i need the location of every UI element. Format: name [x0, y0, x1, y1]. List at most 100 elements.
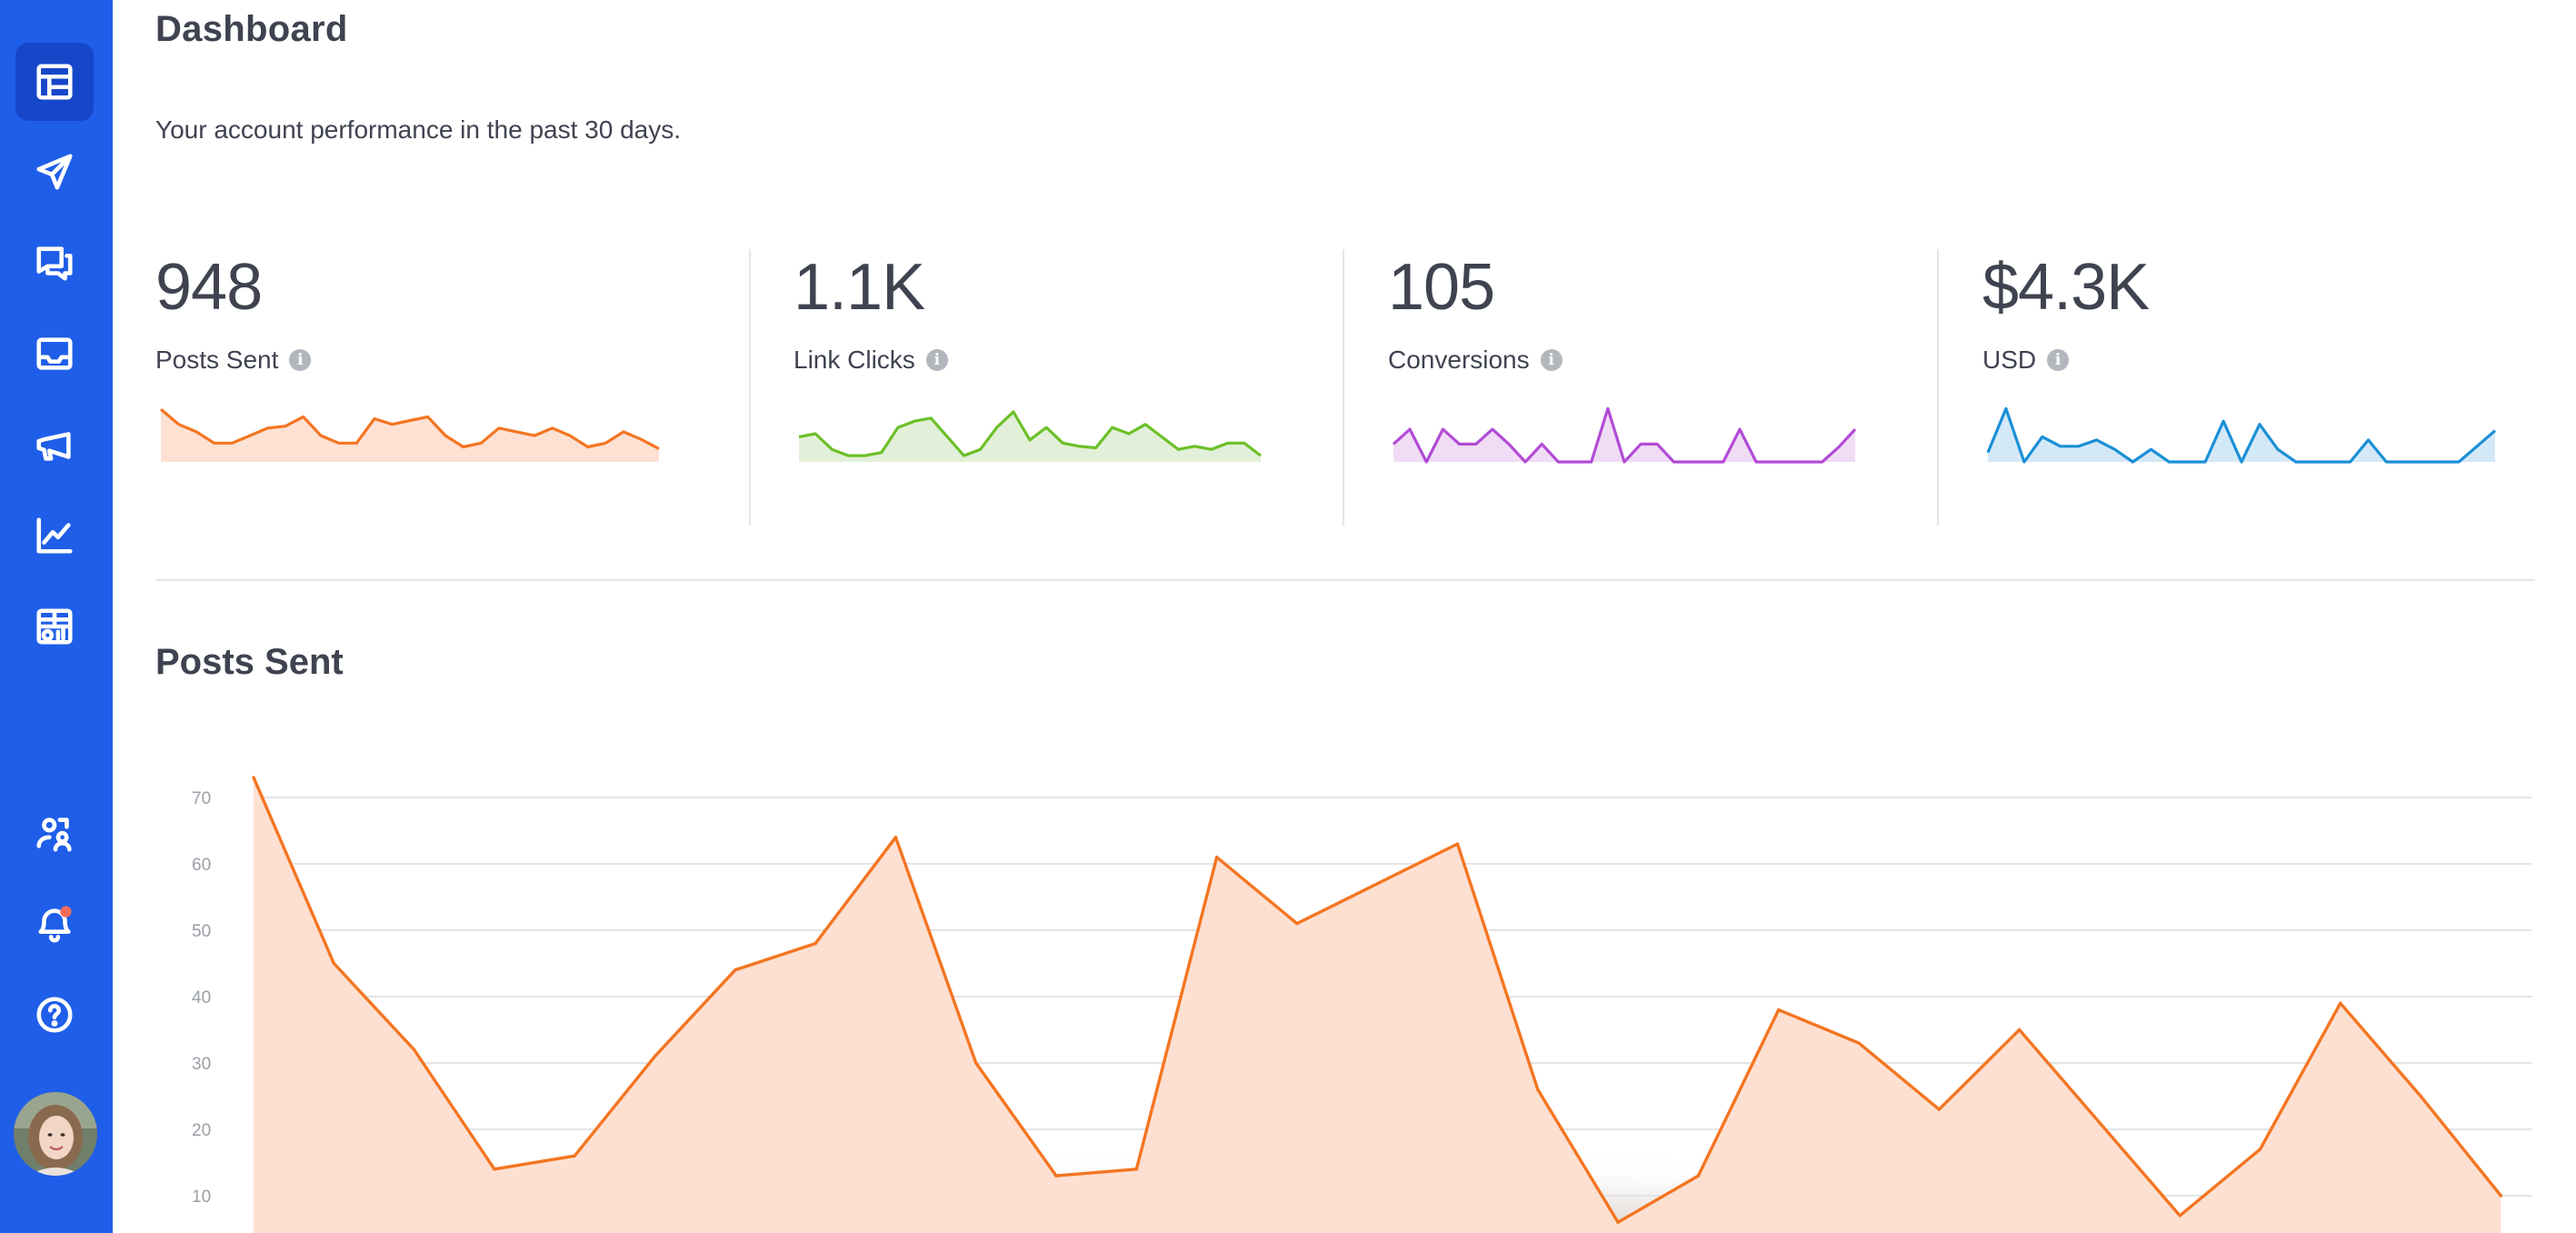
data-point[interactable]	[332, 961, 335, 966]
nav-dashboard[interactable]	[15, 43, 94, 121]
data-point[interactable]	[2178, 1214, 2182, 1218]
stat-card-usd: $4.3K USD i	[1982, 255, 2546, 527]
data-point[interactable]	[653, 1055, 657, 1058]
y-tick-label: 10	[192, 1188, 211, 1207]
stat-label: Conversions	[1388, 346, 1530, 374]
data-point[interactable]	[573, 1154, 576, 1158]
send-icon	[36, 154, 73, 190]
sparkline-posts-sent	[159, 407, 660, 462]
sidebar	[0, 0, 113, 1233]
divider	[1937, 249, 1939, 526]
data-point[interactable]	[974, 1061, 978, 1065]
page-title: Dashboard	[155, 9, 348, 49]
sparkline-usd	[1986, 406, 2497, 464]
nav-notifications[interactable]	[15, 886, 94, 964]
help-icon	[36, 997, 73, 1033]
sparkline-link-clicks	[798, 410, 1262, 462]
y-tick-label: 60	[192, 856, 211, 875]
sparkline-area	[1988, 408, 2495, 462]
data-point[interactable]	[1295, 922, 1299, 926]
stat-card-link-clicks: 1.1K Link Clicks i	[794, 255, 1357, 527]
data-point[interactable]	[2017, 1028, 2022, 1032]
sparkline-line	[1986, 406, 2497, 464]
data-point[interactable]	[2339, 1001, 2342, 1005]
trend-chart-icon	[36, 517, 73, 554]
sparkline-area	[1393, 408, 1855, 462]
stat-label: USD	[1982, 346, 2037, 374]
layout-icon	[36, 64, 73, 100]
y-tick-label: 50	[192, 922, 211, 941]
data-point[interactable]	[2098, 1121, 2102, 1125]
sparkline-line	[1392, 406, 1857, 464]
nav-messages[interactable]	[15, 224, 94, 302]
sparkline-conversions	[1392, 406, 1857, 464]
y-tick-label: 30	[192, 1055, 211, 1074]
data-point[interactable]	[1937, 1108, 1941, 1111]
stat-label-row: Link Clicks i	[794, 346, 948, 375]
stat-label-row: Posts Sent i	[155, 346, 312, 375]
nav-analytics[interactable]	[15, 496, 94, 575]
y-tick-label: 20	[192, 1121, 211, 1140]
data-point[interactable]	[1375, 882, 1379, 886]
stat-value: 1.1K	[794, 251, 925, 324]
data-point[interactable]	[252, 776, 255, 779]
posts-sent-chart: 10 20 30 40 50 60 70	[192, 776, 2531, 1233]
data-point[interactable]	[894, 836, 898, 839]
report-table-icon	[36, 608, 73, 645]
stat-value: 948	[155, 251, 263, 324]
info-icon[interactable]: i	[2047, 349, 2070, 371]
data-point[interactable]	[1455, 842, 1460, 846]
info-icon[interactable]: i	[289, 349, 312, 371]
info-icon[interactable]: i	[925, 349, 948, 371]
page-subtitle: Your account performance in the past 30 …	[155, 115, 681, 144]
nav-campaigns[interactable]	[15, 406, 94, 484]
inbox-icon	[36, 337, 73, 370]
sparkline-line	[798, 410, 1262, 457]
divider	[749, 249, 751, 526]
data-point[interactable]	[1857, 1041, 1861, 1045]
chat-icon	[36, 246, 73, 281]
data-point[interactable]	[1134, 1168, 1139, 1171]
stat-label: Link Clicks	[794, 346, 915, 374]
stat-label: Posts Sent	[155, 346, 279, 374]
divider	[1343, 249, 1344, 526]
nav-inbox[interactable]	[15, 315, 94, 393]
section-divider	[155, 579, 2535, 581]
data-point[interactable]	[1777, 1007, 1781, 1012]
nav-switch-account[interactable]	[15, 795, 94, 873]
stat-label-row: USD i	[1982, 346, 2070, 375]
sparkline-area	[161, 409, 659, 462]
data-point[interactable]	[2499, 1194, 2503, 1198]
stat-value: 105	[1388, 251, 1495, 324]
avatar-photo	[14, 1092, 97, 1176]
nav-help[interactable]	[15, 976, 94, 1054]
nav-publish[interactable]	[15, 133, 94, 211]
data-point[interactable]	[412, 1048, 416, 1052]
sparkline-line	[159, 407, 660, 450]
data-point[interactable]	[1214, 856, 1219, 859]
data-point[interactable]	[2419, 1094, 2422, 1098]
avatar[interactable]	[14, 1092, 97, 1176]
user-switch-icon	[36, 817, 72, 852]
stat-card-posts-sent: 948 Posts Sent i	[155, 255, 719, 527]
bell-icon	[38, 906, 72, 943]
data-point[interactable]	[734, 968, 737, 972]
data-point[interactable]	[1616, 1220, 1620, 1224]
sparkline-area	[799, 411, 1261, 462]
nav-reports[interactable]	[15, 587, 94, 666]
megaphone-icon	[36, 432, 71, 461]
y-tick-label: 70	[192, 789, 211, 808]
section-title: Posts Sent	[155, 642, 344, 682]
data-point[interactable]	[493, 1168, 496, 1171]
data-point[interactable]	[1696, 1174, 1701, 1178]
stat-label-row: Conversions i	[1388, 346, 1563, 375]
y-tick-label: 40	[192, 988, 211, 1007]
area-fill	[254, 777, 2501, 1233]
info-icon[interactable]: i	[1540, 349, 1563, 371]
data-point[interactable]	[814, 941, 817, 946]
data-point[interactable]	[2258, 1148, 2262, 1151]
data-point[interactable]	[1536, 1088, 1540, 1091]
stat-value: $4.3K	[1982, 251, 2150, 324]
stat-card-conversions: 105 Conversions i	[1388, 255, 1952, 527]
data-point[interactable]	[1054, 1174, 1058, 1178]
